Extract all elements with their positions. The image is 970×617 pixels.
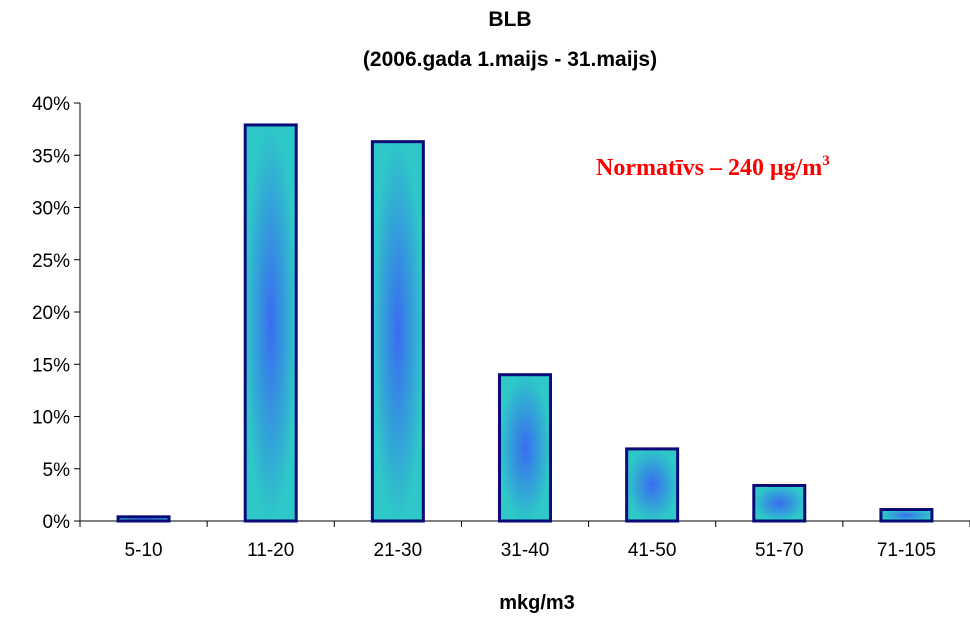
- x-tick-label: 71-105: [877, 540, 936, 561]
- y-tick-label: 35%: [32, 146, 70, 167]
- plot-area: 0% 5% 10% 15% 20% 25% 30% 35% 40% 5-10 11-20 21-30 3…: [32, 94, 970, 561]
- bar-71-105: [879, 508, 934, 523]
- bar-11-20: [243, 123, 298, 523]
- x-tick-label: 5-10: [125, 540, 163, 561]
- chart-title: BLB: [488, 8, 531, 31]
- y-tick-label: 25%: [32, 251, 70, 272]
- x-tick-label: 31-40: [501, 540, 550, 561]
- x-tick-label: 11-20: [247, 540, 294, 561]
- bar-31-40: [498, 373, 552, 523]
- y-tick-label: 5%: [43, 460, 71, 481]
- bar-51-70: [752, 483, 807, 523]
- annotation-superscript: 3: [822, 153, 830, 169]
- x-tick-label: 21-30: [374, 540, 423, 561]
- bar-21-30: [370, 140, 425, 523]
- chart-subtitle: (2006.gada 1.maijs - 31.maijs): [363, 48, 657, 71]
- bar-41-50: [625, 447, 680, 523]
- bar-5-10: [116, 515, 171, 523]
- y-tick-label: 20%: [32, 303, 70, 324]
- y-tick-label: 10%: [32, 408, 70, 429]
- y-tick-label: 15%: [32, 355, 70, 376]
- y-tick-label: 40%: [32, 94, 70, 115]
- x-axis-label: mkg/m3: [499, 592, 575, 614]
- annotation-text: Normatīvs – 240 μg/m: [596, 155, 822, 181]
- y-tick-label: 30%: [32, 199, 70, 220]
- x-tick-label: 51-70: [755, 540, 804, 561]
- annotation-normativs: Normatīvs – 240 μg/m3: [596, 153, 830, 181]
- x-tick-label: 41-50: [628, 540, 677, 561]
- y-tick-label: 0%: [43, 512, 71, 533]
